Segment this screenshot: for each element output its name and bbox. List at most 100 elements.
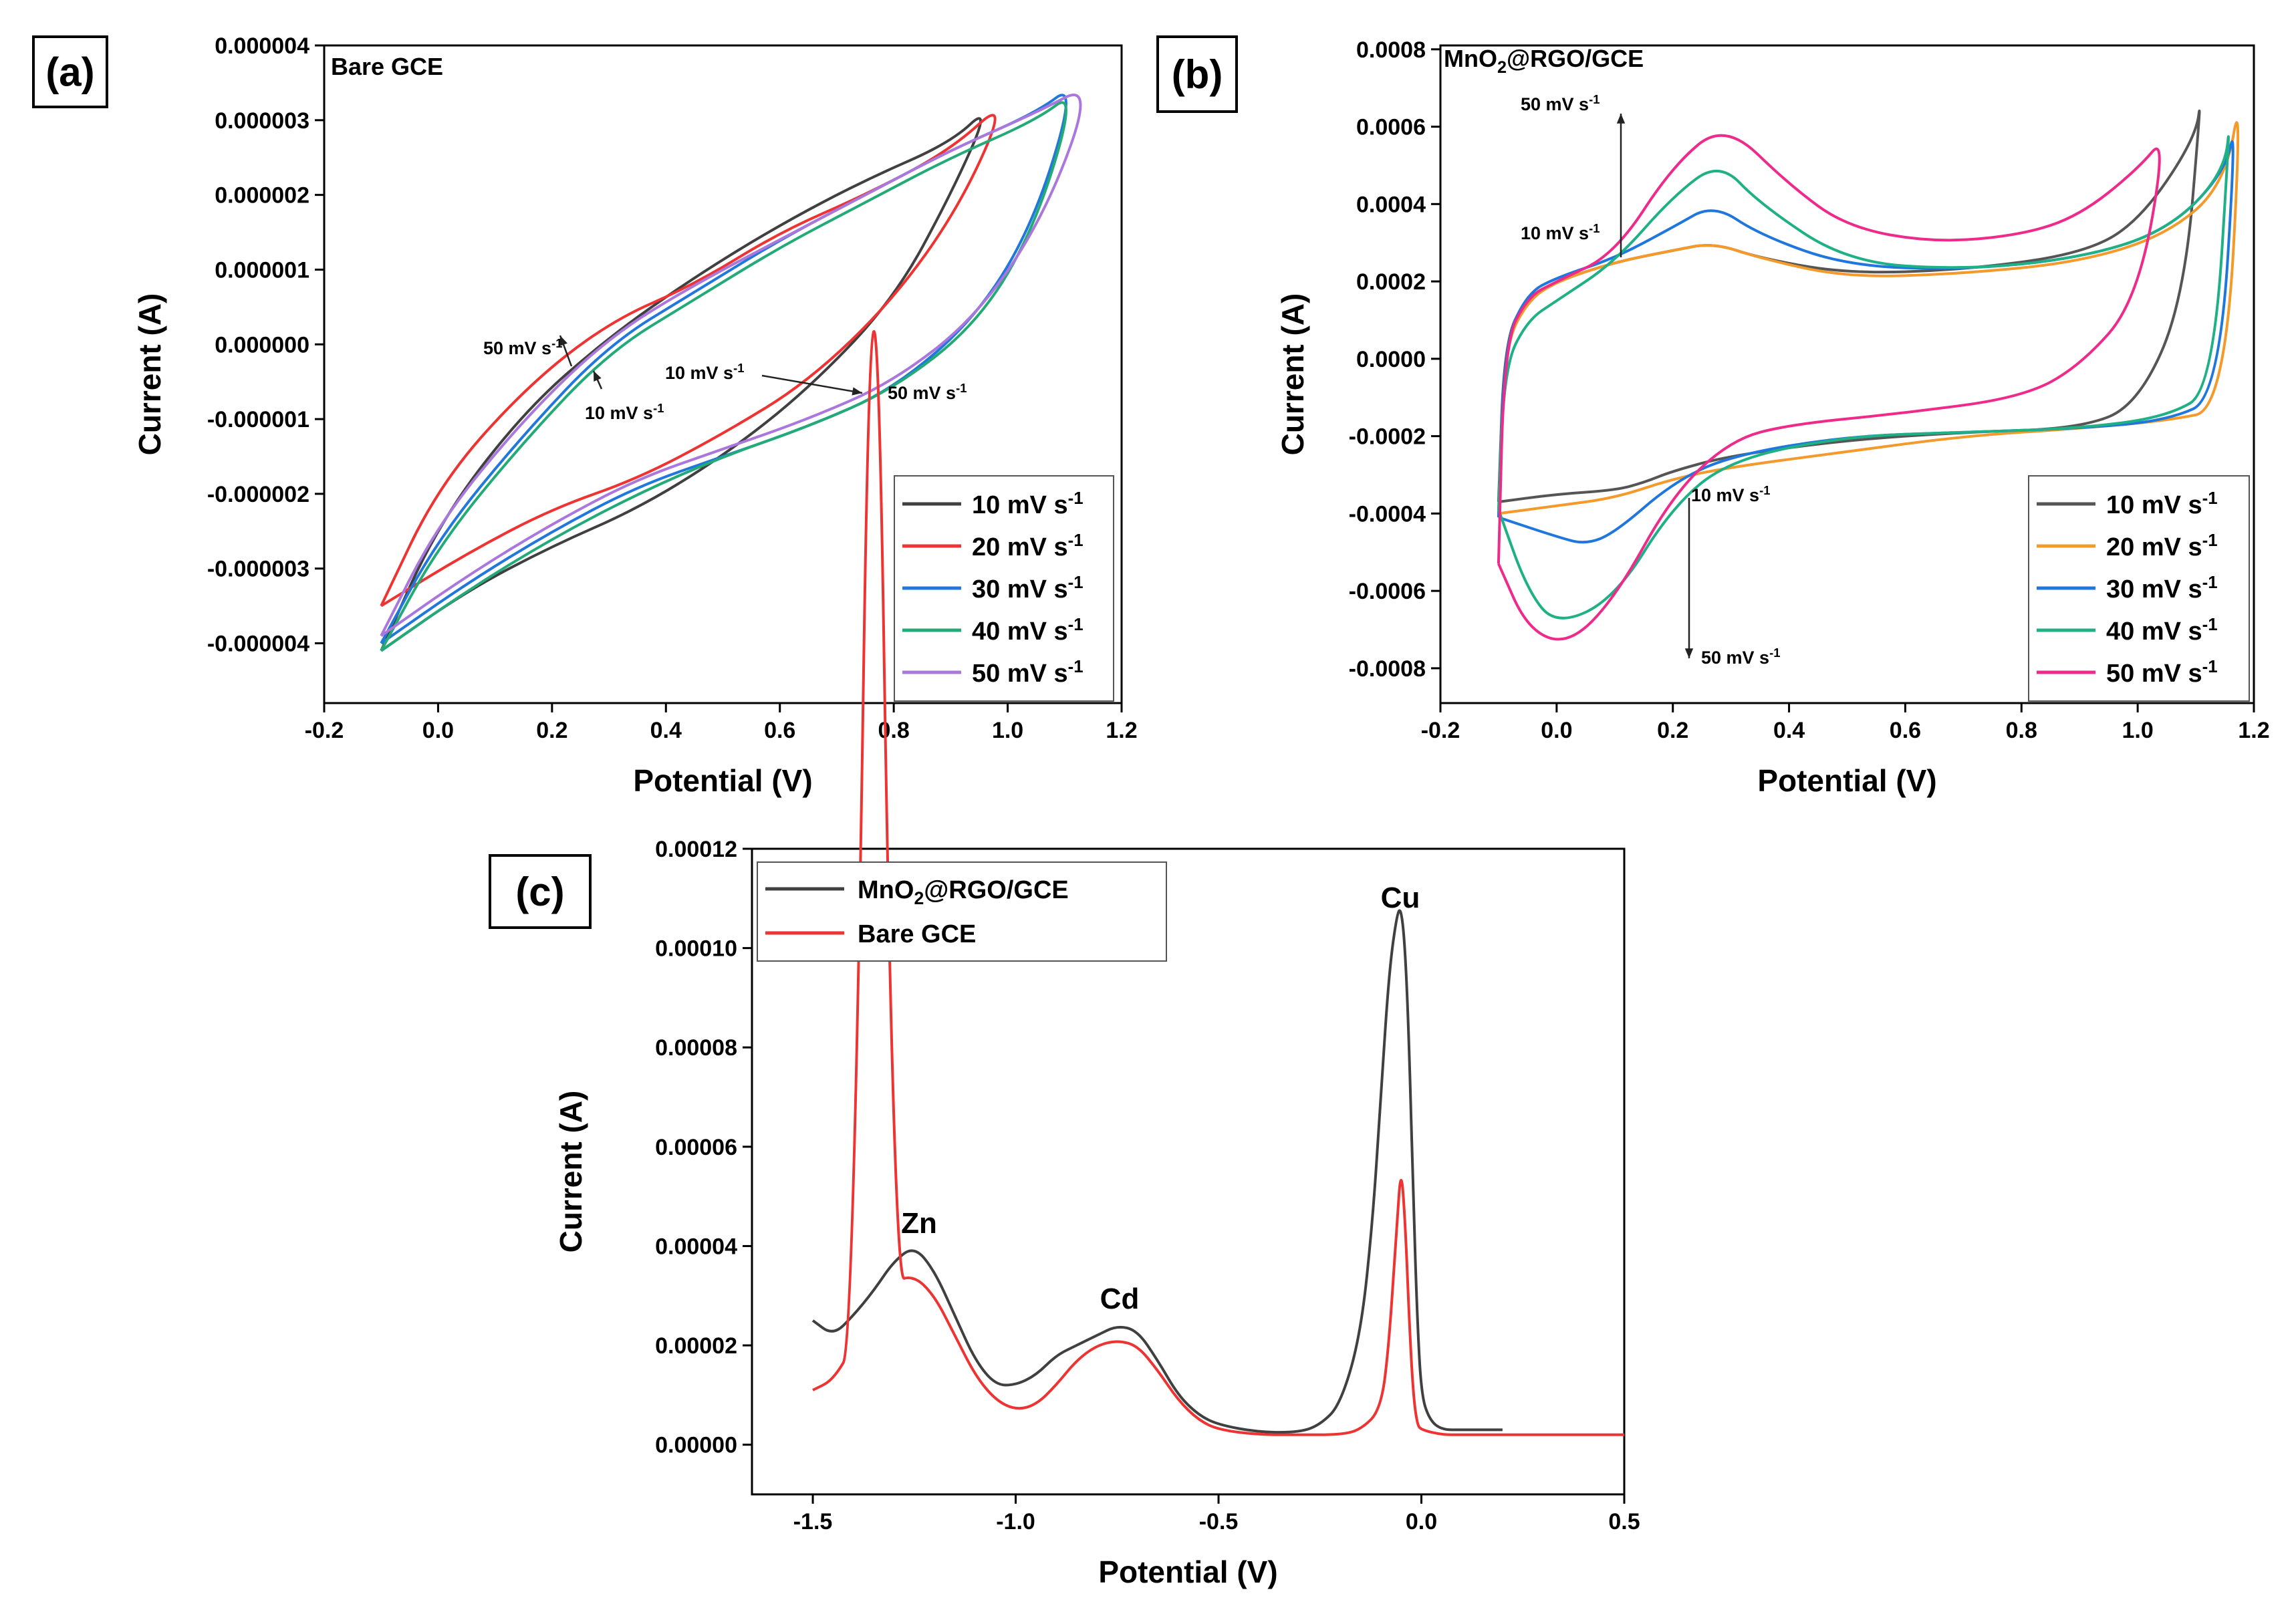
y-tick-label: -0.0008 [1349,656,1426,682]
x-tick-label: 1.0 [992,718,1023,743]
series-line [380,101,1067,652]
y-tick-label: 0.00004 [655,1234,737,1259]
series-line [812,329,1624,1436]
x-tick-label: 1.2 [2238,718,2269,743]
x-axis-label: Potential (V) [1098,1555,1277,1589]
x-tick-label: 0.4 [650,718,682,743]
y-tick-label: 0.00002 [655,1333,737,1359]
scan-rate-annotation: 10 mV s-1 [665,361,744,383]
x-tick-label: 0.8 [878,718,910,743]
series-line [811,909,1503,1434]
x-tick-label: -0.2 [1421,718,1460,743]
panel-label-box [32,35,108,108]
y-tick-label: 0.0002 [1356,269,1426,295]
y-tick-label: -0.000002 [207,482,309,507]
scan-rate-annotation: 50 mV s-1 [888,381,967,403]
peak-label-zn: Zn [901,1207,937,1240]
y-tick-label: 0.00006 [655,1135,737,1160]
chart-title: Bare GCE [331,53,443,80]
peak-label-cu: Cu [1381,882,1420,914]
y-tick-label: 0.0006 [1356,115,1426,140]
x-tick-label: 0.4 [1773,718,1805,743]
x-tick-label: 0.0 [1541,718,1572,743]
panel-label: (c) [515,869,564,914]
legend-label: 50 mV s-1 [2106,658,2218,688]
legend-label: 20 mV s-1 [972,531,1083,561]
chart-panel-c: (c) -1.5 -1.0 -0.5 0.0 0.5 0.00012 0.00010 0.000… [489,329,1640,1589]
y-tick-label: -0.000001 [207,407,309,432]
panel-label-box [1156,35,1238,113]
y-axis-label: Current (A) [553,1091,588,1253]
x-axis-label: Potential (V) [633,763,812,798]
annotation-arrowhead [594,371,602,382]
y-tick-label: 0.000002 [215,183,309,209]
panel-label: (b) [1172,52,1223,97]
x-tick-label: 0.2 [536,718,567,743]
y-tick-label: -0.0004 [1349,501,1426,527]
x-tick-label: -1.0 [996,1509,1035,1534]
annotation-arrow [761,374,863,394]
chart-panel-b: (b) -0.2 0.0 0.2 0.4 0.6 0.8 1.0 1.2 0.0008 0.0006… [1156,35,2270,798]
y-tick-label: 0.00008 [655,1035,737,1061]
y-tick-label: 0.000004 [215,33,309,59]
legend-label: 30 mV s-1 [2106,573,2218,603]
x-tick-label: -1.5 [793,1509,833,1534]
y-tick-label: -0.000004 [207,632,309,657]
y-axis-label: Current (A) [132,293,167,456]
legend-label: 50 mV s-1 [972,658,1083,688]
x-tick-label: 0.6 [764,718,795,743]
x-tick-label: -0.2 [305,718,344,743]
annotation-arrowhead [852,387,862,396]
annotation-arrowhead [1684,648,1694,658]
legend-label: 10 mV s-1 [2106,489,2218,519]
chart-title: MnO2@RGO/GCE [1444,45,1644,77]
y-tick-label: 0.0008 [1356,37,1426,63]
y-tick-label: -0.000003 [207,557,309,582]
series-line [380,94,1067,645]
y-tick-label: 0.0004 [1356,192,1426,217]
legend-label: 40 mV s-1 [2106,616,2218,646]
plot-frame [323,44,1123,704]
peak-label-cd: Cd [1100,1283,1140,1315]
x-tick-label: 0.0 [422,718,454,743]
y-tick-label: 0.00000 [655,1433,737,1458]
y-tick-label: 0.000001 [215,257,309,283]
legend-label: 30 mV s-1 [972,573,1083,603]
x-tick-label: -0.5 [1199,1509,1239,1534]
y-tick-label: -0.0006 [1349,579,1426,604]
x-tick-label: 0.5 [1608,1509,1640,1534]
legend-label: 10 mV s-1 [972,489,1083,519]
scan-rate-annotation: 50 mV s-1 [1521,92,1600,114]
annotation-arrowhead [1616,114,1626,124]
chart-panel-a: (a) -0.2 0.0 0.2 0.4 0.6 0.8 1.0 1.2 0.000004 0.00… [32,33,1138,798]
x-tick-label: 1.0 [2122,718,2154,743]
series-line [1497,134,2161,641]
x-axis-label: Potential (V) [1757,763,1936,798]
panel-label: (a) [45,50,94,95]
y-tick-label: 0.0000 [1356,347,1426,372]
y-tick-label: -0.0002 [1349,424,1426,450]
legend-label: Bare GCE [858,920,976,948]
series-line [1497,121,2240,515]
scan-rate-annotation: 10 mV s-1 [1691,483,1770,505]
y-tick-label: 0.000000 [215,332,309,358]
panel-label-box [489,854,592,929]
scan-rate-annotation: 10 mV s-1 [585,401,664,423]
y-tick-label: 0.00010 [655,936,737,962]
plot-frame [1439,44,2255,704]
x-tick-label: 0.6 [1890,718,1921,743]
scan-rate-annotation: 10 mV s-1 [1521,221,1600,243]
x-tick-label: 0.8 [2006,718,2037,743]
series-line [380,94,1082,638]
plot-frame [751,847,1626,1496]
legend-box [757,861,1167,962]
annotation-arrowhead [559,335,567,346]
legend-label: 20 mV s-1 [2106,531,2218,561]
x-tick-label: 0.2 [1657,718,1688,743]
series-line [1497,110,2201,503]
series-line [380,114,997,608]
series-line [1497,135,2230,620]
scan-rate-annotation: 50 mV s-1 [1701,646,1780,668]
x-tick-label: 0.0 [1406,1509,1437,1534]
